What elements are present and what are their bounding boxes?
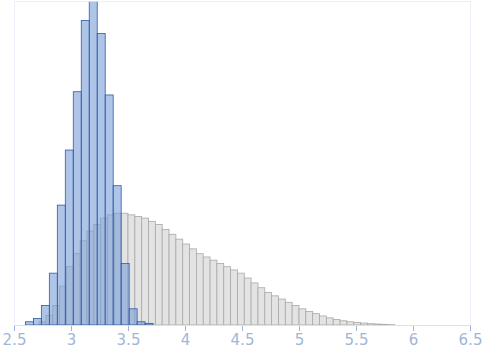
svg-text:5: 5 [295,331,305,349]
svg-text:5.5: 5.5 [345,331,369,349]
svg-text:3.5: 3.5 [117,331,141,349]
svg-text:2.5: 2.5 [3,331,27,349]
svg-text:3: 3 [67,331,77,349]
svg-text:6: 6 [409,331,419,349]
svg-text:4: 4 [181,331,191,349]
svg-text:6.5: 6.5 [459,331,483,349]
svg-text:4.5: 4.5 [231,331,255,349]
